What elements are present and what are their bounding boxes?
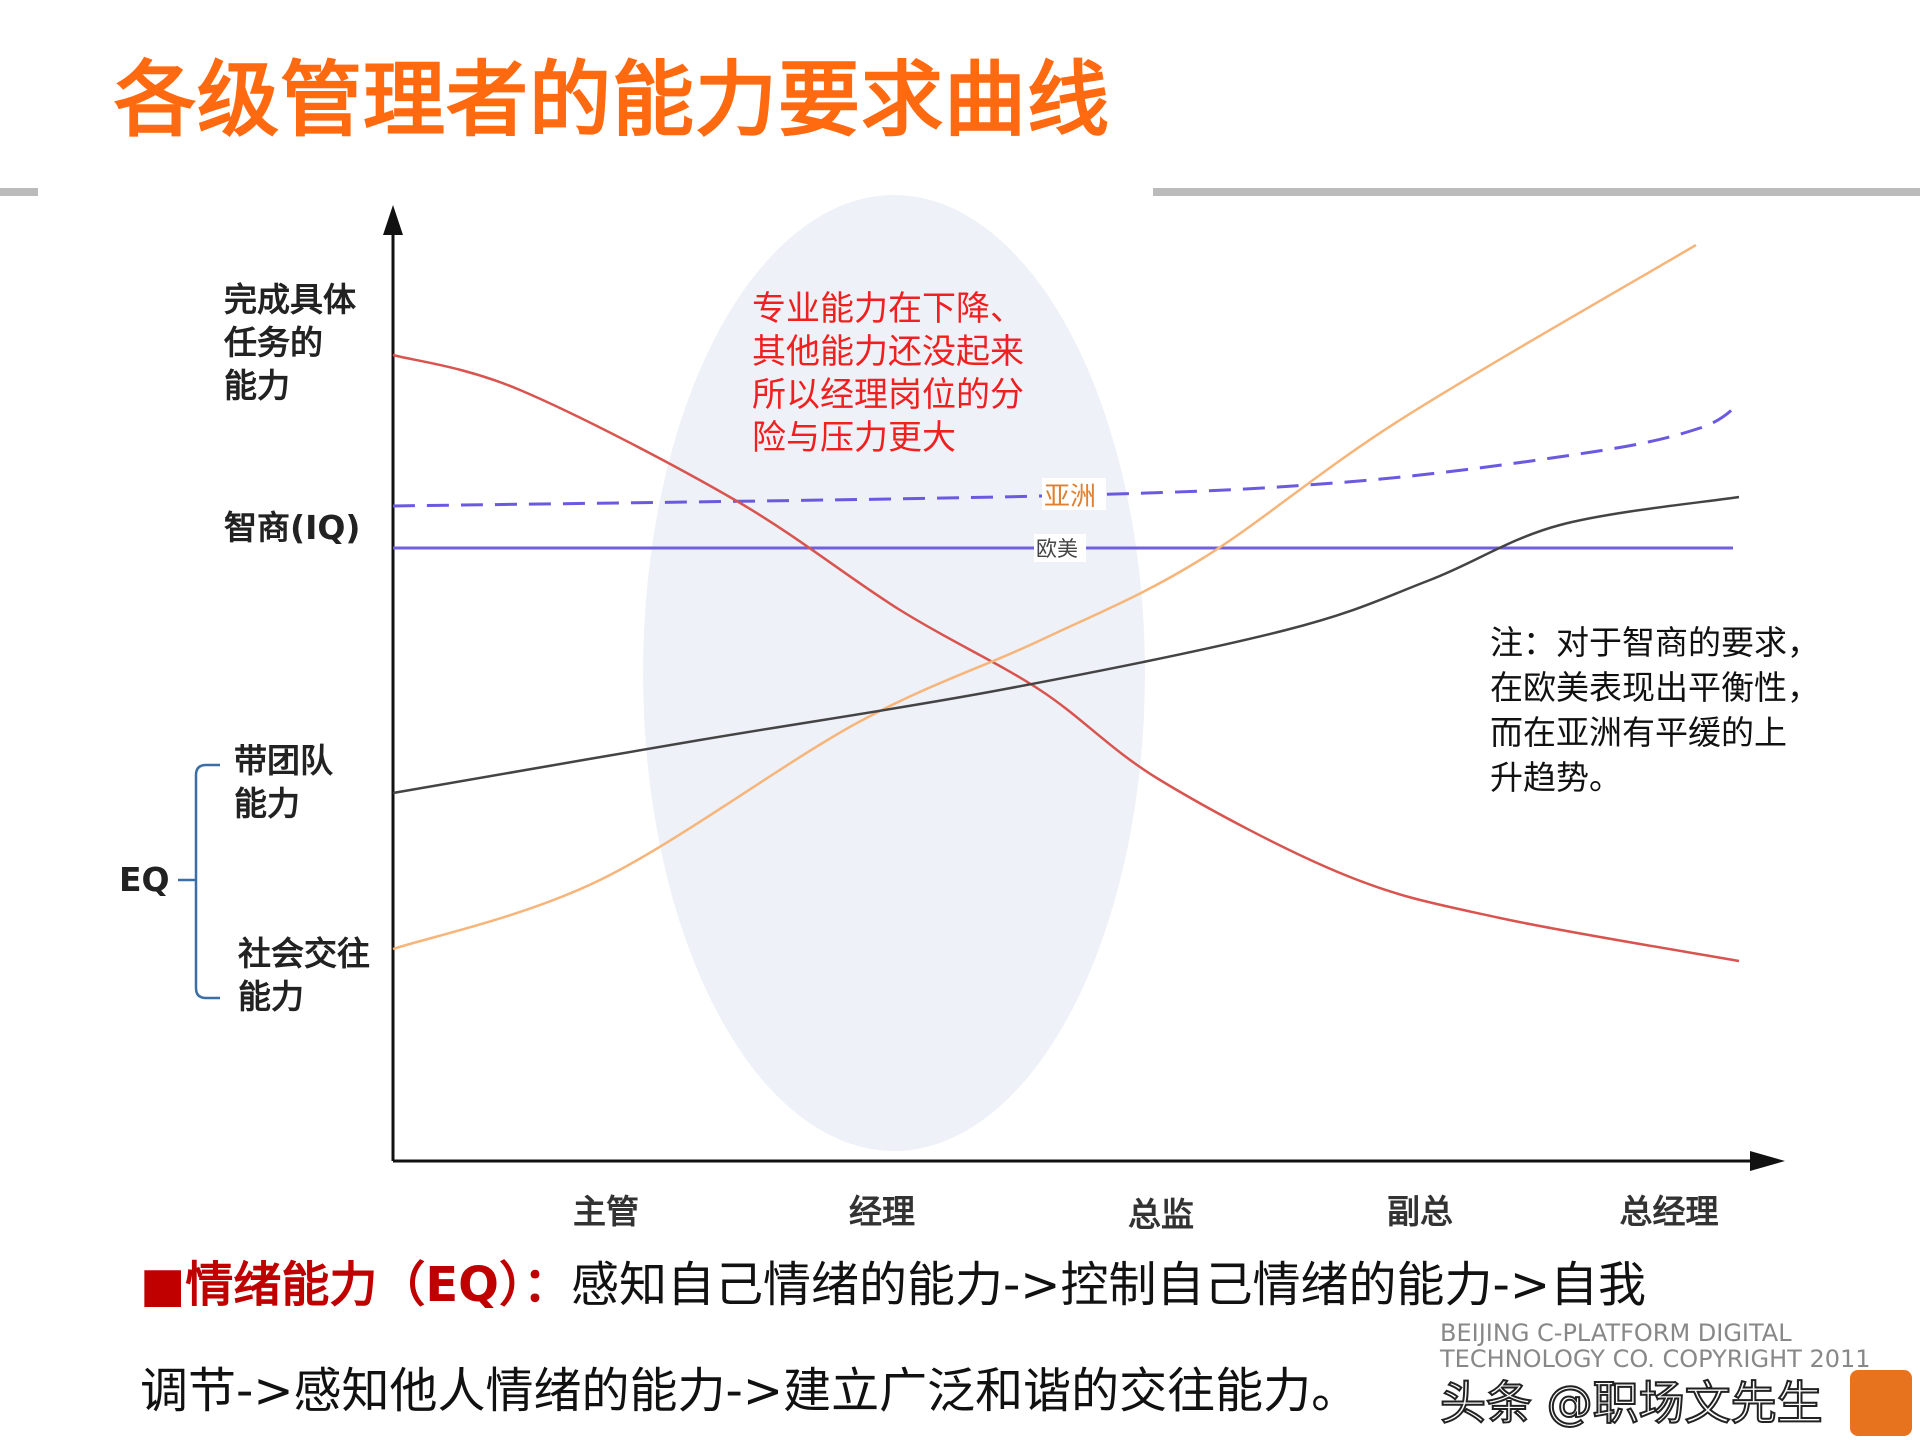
y-label-line: 带团队 xyxy=(234,741,333,780)
note-line: 在欧美表现出平衡性， xyxy=(1490,668,1820,707)
callout-line: 专业能力在下降、 xyxy=(752,289,1024,329)
footer-heading: 情绪能力（EQ）： xyxy=(185,1257,571,1313)
y-label-line: 能力 xyxy=(224,366,290,405)
x-label: 总监 xyxy=(1128,1195,1194,1234)
x-label: 总经理 xyxy=(1619,1192,1719,1231)
footer-text: 感知自己情绪的能力->控制自己情绪的能力->自我 xyxy=(570,1257,1647,1313)
note-line: 升趋势。 xyxy=(1490,758,1622,797)
callout-text: 专业能力在下降、 其他能力还没起来 所以经理岗位的分 险与压力更大 xyxy=(752,288,1024,460)
team-ability-curve xyxy=(392,495,1740,795)
bullet-icon: ■ xyxy=(140,1257,186,1313)
west-label: 欧美 xyxy=(1036,537,1078,561)
social-ability-curve xyxy=(392,243,1697,951)
y-label-team: 带团队 能力 xyxy=(234,739,333,825)
footer-line-2: 调节->感知他人情绪的能力->建立广泛和谐的交往能力。 xyxy=(140,1363,1360,1419)
header-rule-left xyxy=(0,188,38,196)
y-label-iq: 智商(IQ) xyxy=(224,508,361,547)
x-label: 主管 xyxy=(573,1192,639,1231)
asia-label-bg xyxy=(1042,478,1106,510)
x-axis-arrow xyxy=(1750,1151,1785,1171)
y-label-line: 能力 xyxy=(238,977,304,1016)
y-label-line: 完成具体 xyxy=(224,280,356,319)
copyright-watermark: BEIJING C-PLATFORM DIGITAL TECHNOLOGY CO… xyxy=(1440,1319,1871,1373)
y-label-line: 能力 xyxy=(234,784,300,823)
note-line: 注：对于智商的要求， xyxy=(1490,623,1820,662)
watermark-logo xyxy=(1850,1370,1912,1436)
y-label-line: 社会交往 xyxy=(238,934,370,973)
task-ability-curve xyxy=(392,353,1740,963)
footer-line-1: ■情绪能力（EQ）：感知自己情绪的能力->控制自己情绪的能力->自我 xyxy=(140,1256,1646,1314)
y-label-task: 完成具体 任务的 能力 xyxy=(224,278,356,407)
y-label-social: 社会交往 能力 xyxy=(238,932,370,1018)
source-watermark: 头条 @职场文先生 xyxy=(1439,1375,1824,1431)
x-label: 经理 xyxy=(849,1192,915,1231)
asia-label: 亚洲 xyxy=(1044,482,1096,512)
x-label: 副总 xyxy=(1387,1192,1453,1231)
west-label-bg xyxy=(1034,534,1086,562)
manager-highlight-ellipse xyxy=(643,195,1145,1151)
y-label-eq: EQ xyxy=(119,860,170,899)
note-line: 而在亚洲有平缓的上 xyxy=(1490,713,1787,752)
eq-bracket xyxy=(178,763,220,1000)
y-axis-arrow xyxy=(383,205,403,235)
callout-line: 险与压力更大 xyxy=(752,418,956,458)
header-rule-right xyxy=(1153,188,1920,196)
y-label-line: 任务的 xyxy=(224,323,323,362)
note-text: 注：对于智商的要求， 在欧美表现出平衡性， 而在亚洲有平缓的上 升趋势。 xyxy=(1490,620,1820,800)
callout-line: 所以经理岗位的分 xyxy=(752,375,1024,415)
page-title: 各级管理者的能力要求曲线 xyxy=(114,53,1111,148)
callout-line: 其他能力还没起来 xyxy=(752,332,1024,372)
